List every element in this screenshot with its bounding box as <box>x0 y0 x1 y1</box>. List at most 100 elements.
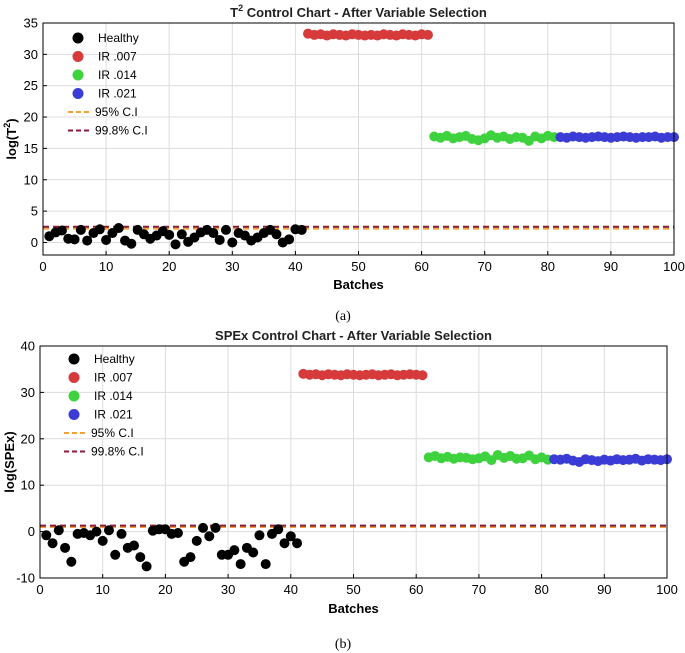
x-tick-label: 20 <box>158 582 172 597</box>
data-point <box>198 522 209 533</box>
y-tick-label: 25 <box>24 78 38 93</box>
data-point <box>110 549 121 560</box>
figure-caption: (a) <box>335 309 351 324</box>
y-tick-label: 35 <box>24 16 38 31</box>
data-point <box>208 228 219 239</box>
legend-marker <box>68 390 80 402</box>
legend-label: IR .007 <box>98 50 137 64</box>
data-point <box>229 545 240 556</box>
y-tick-label: -10 <box>16 571 35 586</box>
data-point <box>75 224 86 235</box>
x-tick-label: 50 <box>346 582 360 597</box>
legend-marker <box>72 51 84 62</box>
x-tick-label: 70 <box>477 259 491 274</box>
legend-marker <box>72 88 84 99</box>
y-tick-label: 10 <box>24 172 38 187</box>
legend-label: 99.8% C.I <box>91 445 144 459</box>
x-tick-label: 60 <box>409 582 423 597</box>
legend: Healthy IR .007 IR .014 IR .021 95% C.I 99.8%… <box>68 31 148 138</box>
x-tick-label: 0 <box>36 582 43 597</box>
legend-marker <box>72 69 84 81</box>
legend-label: 95% C.I <box>95 105 138 119</box>
data-point <box>284 234 295 245</box>
data-points <box>44 28 679 250</box>
chart-title: SPEx Control Chart - After Variable Sele… <box>215 328 492 343</box>
y-axis-label: log(SPEx) <box>2 431 17 492</box>
x-tick-label: 0 <box>39 259 46 274</box>
legend-label: IR .021 <box>94 408 133 422</box>
data-point <box>185 552 196 563</box>
y-tick-label: 20 <box>21 431 35 446</box>
x-axis-label: Batches <box>328 601 379 616</box>
data-point <box>172 527 183 538</box>
data-point <box>292 538 303 549</box>
x-tick-label: 80 <box>541 259 555 274</box>
figure-caption: (b) <box>335 637 352 652</box>
y-axis-label: log(T2) <box>2 118 19 159</box>
legend-marker <box>72 32 84 44</box>
data-point <box>214 234 225 245</box>
data-point <box>417 370 428 381</box>
x-tick-label: 20 <box>162 259 176 274</box>
data-points <box>41 368 672 572</box>
y-tick-label: 10 <box>21 478 35 493</box>
y-tick-label: 5 <box>31 204 38 219</box>
data-point <box>296 224 307 235</box>
x-axis-label: Batches <box>333 277 384 292</box>
data-point <box>129 540 140 551</box>
control-limits <box>43 225 674 230</box>
data-point <box>235 559 246 570</box>
data-point <box>60 542 71 553</box>
data-point <box>113 223 124 234</box>
data-point <box>126 238 137 249</box>
data-point <box>91 526 102 537</box>
data-point <box>170 239 181 250</box>
data-point <box>47 538 58 549</box>
data-point <box>56 225 67 236</box>
y-tick-label: 30 <box>24 47 38 62</box>
data-point <box>271 229 282 240</box>
control-limits <box>40 524 667 528</box>
data-point <box>141 561 152 572</box>
data-point <box>191 535 202 546</box>
data-point <box>422 29 433 40</box>
legend-label: IR .007 <box>94 371 133 385</box>
t2-control-chart: 0 10 20 30 40 50 60 70 80 90 100 0 5 10 15 20 25 30 35 T2 … <box>2 3 685 324</box>
y-tick-label: 40 <box>21 339 35 354</box>
x-tick-label: 90 <box>597 582 611 597</box>
data-point <box>248 547 259 558</box>
y-tick-label: 0 <box>28 524 35 539</box>
data-point <box>69 234 80 245</box>
legend: Healthy IR .007 IR .014 IR .021 95% C.I 99.8%… <box>64 352 144 459</box>
axis-ticks: 0 10 20 30 40 50 60 70 80 90 100 0 5 10 15 20 25 30 35 <box>24 16 685 275</box>
legend-marker <box>68 372 80 383</box>
data-point <box>260 559 271 570</box>
data-point <box>66 556 77 567</box>
y-tick-label: 30 <box>21 385 35 400</box>
legend-marker <box>68 353 80 365</box>
x-tick-label: 90 <box>604 259 618 274</box>
data-point <box>164 229 175 240</box>
y-tick-label: 15 <box>24 141 38 156</box>
data-point <box>273 524 284 535</box>
x-tick-label: 30 <box>221 582 235 597</box>
x-tick-label: 10 <box>95 582 109 597</box>
x-tick-label: 60 <box>414 259 428 274</box>
data-point <box>41 530 52 541</box>
data-point <box>135 552 146 563</box>
data-point <box>97 535 108 546</box>
data-point <box>53 525 64 536</box>
legend-label: IR .014 <box>98 68 137 82</box>
chart-title: T2 Control Chart - After Variable Select… <box>230 3 487 20</box>
data-point <box>176 229 187 240</box>
legend-label: 95% C.I <box>91 426 134 440</box>
x-tick-label: 80 <box>534 582 548 597</box>
data-point <box>94 224 105 235</box>
x-tick-label: 100 <box>656 582 678 597</box>
data-point <box>227 237 238 248</box>
x-tick-label: 30 <box>225 259 239 274</box>
data-point <box>279 538 290 549</box>
data-point <box>285 531 296 542</box>
